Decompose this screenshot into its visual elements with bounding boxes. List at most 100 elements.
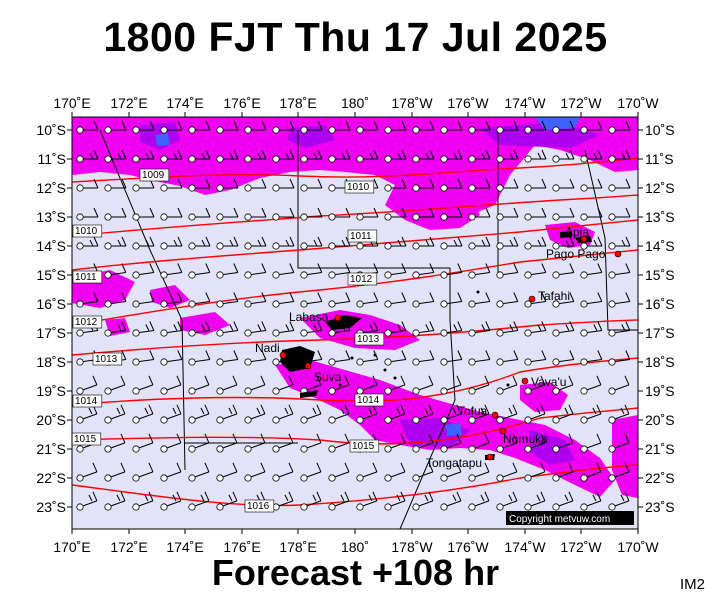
- wind-barb-icon: [496, 236, 519, 250]
- wind-barb-icon: [468, 462, 490, 482]
- wind-barb-icon: [188, 375, 210, 395]
- wind-barb-icon: [496, 462, 518, 482]
- wind-barb-icon: [216, 120, 239, 134]
- wind-barb-icon: [496, 263, 519, 279]
- wind-barb-icon: [272, 149, 295, 163]
- isobar-label-box: [139, 168, 170, 182]
- lat-label-left: 12˚S: [36, 180, 66, 196]
- wind-barb-icon: [356, 292, 379, 308]
- wind-barb-icon: [244, 433, 266, 453]
- wind-barb-icon: [580, 433, 602, 453]
- lat-label-left: 14˚S: [36, 238, 66, 254]
- lon-label-bottom: 174˚E: [166, 539, 203, 555]
- isobar-line: [72, 319, 638, 356]
- wind-barb-icon: [160, 491, 182, 511]
- wind-barb-icon: [160, 149, 183, 163]
- lat-label-right: 11˚S: [645, 151, 674, 167]
- wind-barb-icon: [580, 292, 603, 308]
- wind-barb-icon: [104, 263, 127, 279]
- wind-barb-icon: [328, 404, 350, 424]
- wind-barb-icon: [216, 236, 239, 250]
- wind-barb-icon: [384, 462, 406, 482]
- rain-blob-central: [180, 312, 230, 335]
- wind-barb-icon: [76, 462, 98, 482]
- wind-barb-icon: [272, 292, 295, 308]
- wind-barb-icon: [356, 207, 379, 221]
- wind-barb-icon: [272, 236, 295, 250]
- wind-barb-icon: [468, 491, 490, 511]
- lon-label-top: 172˚E: [110, 95, 147, 111]
- wind-barb-icon: [356, 462, 378, 482]
- wind-barb-icon: [244, 375, 266, 395]
- wind-barb-icon: [468, 207, 491, 221]
- isobar-label: 1013: [95, 354, 118, 365]
- wind-barb-icon: [412, 178, 435, 192]
- rain-core-8: [445, 423, 462, 436]
- wind-barb-icon: [384, 263, 407, 279]
- wind-barb-icon: [76, 491, 98, 511]
- place-label-apia: Apia: [565, 225, 589, 239]
- wind-barb-icon: [384, 207, 407, 221]
- wind-barb-icon: [300, 321, 323, 337]
- isobar-label: 1010: [347, 182, 370, 193]
- lat-label-left: 19˚S: [36, 383, 66, 399]
- wind-barb-icon: [188, 404, 210, 424]
- wind-barb-icon: [244, 404, 266, 424]
- wind-barb-icon: [552, 120, 575, 134]
- wind-barb-icon: [608, 178, 631, 192]
- wind-barb-icon: [104, 462, 126, 482]
- rain-core-2: [288, 125, 335, 148]
- wind-barb-icon: [524, 321, 547, 337]
- wind-barb-icon: [300, 178, 323, 192]
- wind-barb-icon: [580, 375, 602, 395]
- wind-barb-icon: [524, 433, 546, 453]
- isobar-label-box: [354, 393, 385, 407]
- wind-barb-icon: [552, 207, 575, 221]
- wind-barb-icon: [524, 263, 547, 279]
- wind-barb-icon: [412, 404, 434, 424]
- wind-barb-icon: [244, 292, 267, 308]
- isobar-label: 1016: [247, 501, 270, 512]
- isobar-label-box: [349, 439, 380, 453]
- wind-barb-icon: [440, 491, 462, 511]
- wind-barb-icon: [188, 433, 210, 453]
- wind-barb-icon: [384, 433, 406, 453]
- isobar-line: [72, 407, 638, 445]
- isobar-line: [72, 157, 638, 183]
- wind-barb-icon: [608, 120, 631, 134]
- wind-barb-icon: [496, 207, 519, 221]
- wind-barb-icon: [580, 120, 603, 134]
- isobar-label: 1014: [75, 396, 98, 407]
- lon-label-bottom: 174˚W: [504, 539, 546, 555]
- wind-barb-icon: [468, 236, 491, 250]
- isobar-label-box: [347, 229, 378, 243]
- wind-barb-icon: [496, 178, 519, 192]
- wind-barb-icon: [468, 321, 491, 337]
- vanua-levu: [325, 315, 362, 330]
- lat-label-right: 16˚S: [645, 296, 675, 312]
- lon-label-top: 176˚W: [447, 95, 489, 111]
- lat-label-right: 18˚S: [645, 354, 675, 370]
- wind-barb-icon: [328, 350, 351, 366]
- place-label-suva: Suva: [314, 370, 342, 384]
- wind-barb-icon: [104, 178, 127, 192]
- wind-barb-icon: [160, 178, 183, 192]
- lat-label-left: 13˚S: [36, 209, 66, 225]
- wind-barb-icon: [608, 404, 630, 424]
- wind-barb-icon: [216, 491, 238, 511]
- wind-barb-icon: [160, 375, 182, 395]
- wind-barb-icon: [300, 236, 323, 250]
- isobar-line: [72, 357, 638, 406]
- lon-label-top: 178˚W: [391, 95, 433, 111]
- place-label-nadi: Nadi: [255, 341, 280, 355]
- wind-barb-icon: [468, 178, 491, 192]
- wind-barb-icon: [132, 263, 155, 279]
- isobar-label-box: [72, 270, 103, 284]
- wind-barb-icon: [272, 433, 294, 453]
- wind-barb-icon: [440, 292, 463, 308]
- wind-barb-icon: [328, 263, 351, 279]
- wind-barb-icon: [468, 433, 490, 453]
- marker-apia: [580, 235, 588, 243]
- wind-barb-icon: [440, 404, 462, 424]
